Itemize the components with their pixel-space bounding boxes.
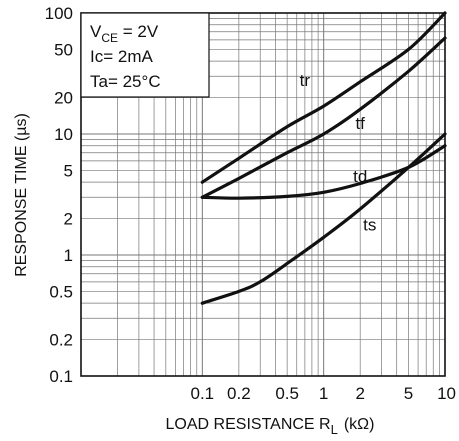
- x-axis-title-main: LOAD RESISTANCE R: [166, 416, 331, 433]
- y-tick-label: 0.2: [49, 331, 73, 350]
- x-tick-labels: 0.1 0.2 0.5 1 2 5 10: [191, 384, 456, 403]
- x-tick-label: 2: [355, 384, 364, 403]
- curve-label-tf: tf: [355, 114, 365, 133]
- y-tick-labels: 0.1 0.2 0.5 1 2 5 10 20 50 100: [45, 4, 73, 386]
- curves: [200, 11, 447, 305]
- curve-ts: [200, 132, 447, 305]
- y-tick-label: 1: [64, 246, 73, 265]
- x-tick-label: 10: [437, 384, 456, 403]
- vce-symbol: V: [90, 22, 102, 41]
- x-axis-title-subscript: L: [331, 422, 338, 437]
- y-tick-label: 2: [64, 210, 73, 229]
- y-tick-label: 5: [64, 161, 73, 180]
- x-axis-title: LOAD RESISTANCE RL (kΩ): [166, 416, 375, 437]
- curve-labels: tr tf td ts: [300, 71, 377, 234]
- x-tick-label: 0.1: [191, 384, 215, 403]
- x-tick-label: 0.2: [227, 384, 251, 403]
- condition-vce: VCE = 2V: [90, 22, 159, 45]
- x-axis-title-unit: (kΩ): [344, 416, 375, 433]
- conditions-box: [80, 12, 210, 98]
- vce-subscript: CE: [101, 31, 118, 45]
- curve-label-ts: ts: [363, 215, 376, 234]
- x-tick-label: 1: [319, 384, 328, 403]
- y-axis-title: RESPONSE TIME (µs): [13, 113, 30, 277]
- y-tick-label: 10: [54, 125, 73, 144]
- curve-tr: [200, 11, 447, 184]
- condition-ic: Ic= 2mA: [90, 47, 153, 66]
- y-tick-label: 20: [54, 89, 73, 108]
- curve-label-tr: tr: [300, 71, 311, 90]
- x-tick-label: 0.5: [275, 384, 299, 403]
- y-tick-label: 100: [45, 4, 73, 23]
- plot-frame: [80, 12, 446, 377]
- y-tick-label: 0.5: [49, 282, 73, 301]
- condition-ta: Ta= 25°C: [90, 72, 161, 91]
- y-tick-label: 0.1: [49, 367, 73, 386]
- curve-label-td: td: [353, 167, 367, 186]
- vce-value: = 2V: [118, 22, 159, 41]
- y-tick-label: 50: [54, 40, 73, 59]
- curve-tf: [200, 36, 447, 199]
- x-tick-label: 5: [404, 384, 413, 403]
